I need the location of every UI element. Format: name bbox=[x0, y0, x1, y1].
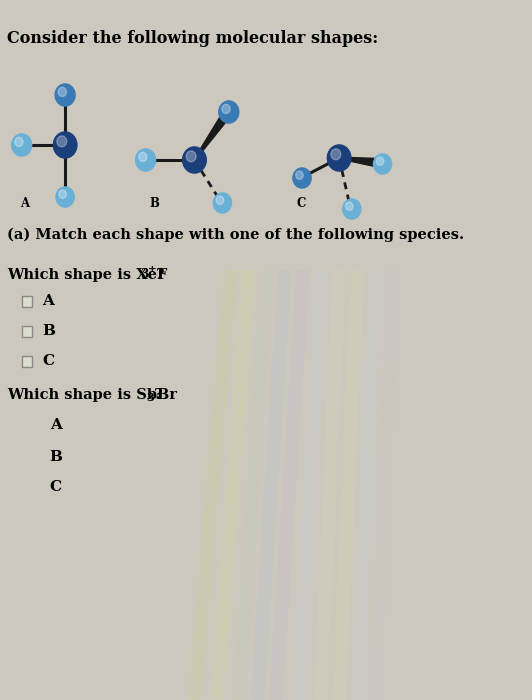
Polygon shape bbox=[339, 158, 380, 167]
Circle shape bbox=[139, 153, 147, 162]
Text: (a) Match each shape with one of the following species.: (a) Match each shape with one of the fol… bbox=[7, 228, 464, 242]
Text: B: B bbox=[149, 197, 159, 210]
Text: C: C bbox=[43, 354, 55, 368]
Circle shape bbox=[327, 145, 351, 171]
Text: 3: 3 bbox=[146, 392, 154, 403]
Circle shape bbox=[55, 84, 75, 106]
Circle shape bbox=[293, 168, 311, 188]
Circle shape bbox=[56, 187, 74, 207]
Circle shape bbox=[53, 132, 77, 158]
Circle shape bbox=[373, 154, 392, 174]
Circle shape bbox=[57, 136, 66, 147]
Text: ?: ? bbox=[154, 388, 162, 402]
Text: B: B bbox=[49, 450, 63, 464]
Text: Consider the following molecular shapes:: Consider the following molecular shapes: bbox=[7, 30, 378, 47]
Circle shape bbox=[331, 149, 341, 160]
Text: 3: 3 bbox=[140, 268, 148, 281]
Circle shape bbox=[216, 196, 224, 204]
Circle shape bbox=[343, 199, 361, 219]
Text: A: A bbox=[43, 294, 54, 308]
Circle shape bbox=[12, 134, 31, 156]
Circle shape bbox=[58, 88, 66, 97]
Text: A: A bbox=[49, 418, 62, 432]
Circle shape bbox=[296, 171, 303, 179]
Circle shape bbox=[136, 149, 155, 171]
Circle shape bbox=[376, 157, 384, 165]
Text: ?: ? bbox=[155, 268, 164, 282]
FancyBboxPatch shape bbox=[22, 295, 32, 307]
Circle shape bbox=[15, 137, 23, 146]
Text: Which shape is SbBr: Which shape is SbBr bbox=[7, 388, 177, 402]
Text: +: + bbox=[147, 265, 156, 274]
Circle shape bbox=[186, 151, 196, 162]
Text: B: B bbox=[43, 324, 55, 338]
FancyBboxPatch shape bbox=[22, 356, 32, 367]
Text: Which shape is XeF: Which shape is XeF bbox=[7, 268, 168, 282]
Circle shape bbox=[213, 193, 231, 213]
Polygon shape bbox=[194, 112, 229, 160]
Circle shape bbox=[219, 101, 239, 123]
Circle shape bbox=[345, 202, 353, 211]
Text: C: C bbox=[297, 197, 306, 210]
Text: C: C bbox=[49, 480, 62, 494]
FancyBboxPatch shape bbox=[22, 326, 32, 337]
Text: A: A bbox=[20, 197, 29, 210]
Circle shape bbox=[182, 147, 206, 173]
Circle shape bbox=[59, 190, 66, 198]
Circle shape bbox=[222, 104, 230, 113]
